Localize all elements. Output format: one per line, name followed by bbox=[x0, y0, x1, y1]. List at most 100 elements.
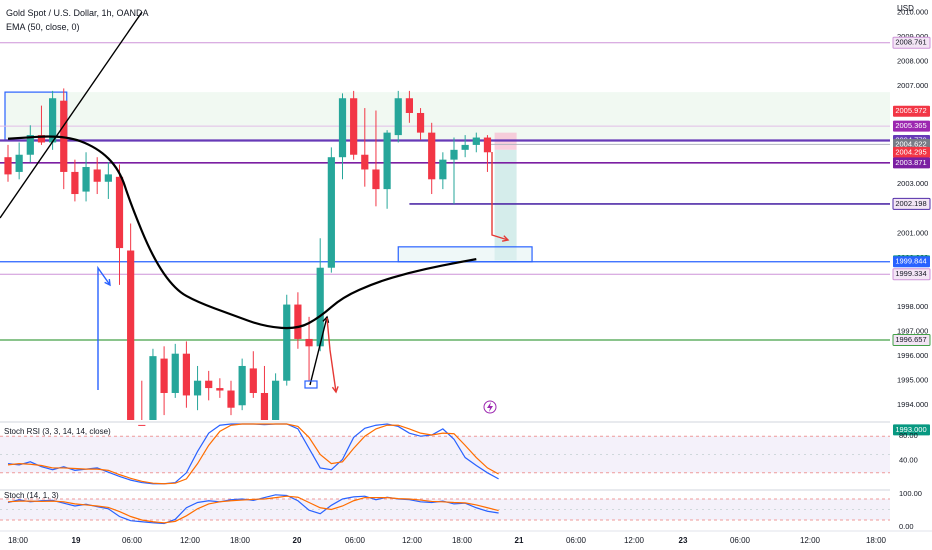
price-tag-text: 2008.761 bbox=[895, 38, 926, 47]
candle-body bbox=[249, 368, 257, 393]
price-tag: 1999.844 bbox=[893, 256, 930, 268]
red-arrow-down-head bbox=[331, 386, 339, 394]
price-tag-text: 1999.844 bbox=[895, 257, 926, 266]
candle bbox=[26, 125, 34, 163]
candle-body bbox=[260, 392, 269, 420]
candle-body bbox=[4, 157, 12, 175]
price-tick: 2008.000 bbox=[897, 56, 928, 65]
indicator-panels bbox=[0, 421, 890, 525]
price-tick: 2007.000 bbox=[897, 81, 928, 90]
candle-body bbox=[350, 98, 358, 155]
price-tag-text: 2004.622 bbox=[895, 139, 926, 148]
candle bbox=[461, 135, 469, 158]
candle-body bbox=[26, 135, 34, 155]
candles bbox=[4, 88, 492, 426]
price-tag-bg bbox=[893, 146, 930, 158]
price-tag-bg bbox=[892, 36, 931, 49]
price-tag-text: 1993.000 bbox=[895, 425, 926, 434]
price-tag: 2003.871 bbox=[893, 157, 930, 169]
candle bbox=[37, 105, 46, 145]
candle-body bbox=[372, 169, 380, 190]
black-arrow-up bbox=[309, 316, 328, 386]
candle bbox=[439, 152, 447, 190]
candle bbox=[216, 378, 224, 398]
time-tick: 12:00 bbox=[800, 536, 821, 545]
candle bbox=[138, 380, 146, 426]
candle bbox=[149, 348, 157, 420]
candle-body bbox=[15, 154, 23, 172]
candle-body bbox=[149, 356, 157, 420]
candle-body bbox=[182, 353, 190, 396]
price-tick: 2001.000 bbox=[897, 228, 928, 237]
red-arrow-target bbox=[491, 152, 509, 241]
candle bbox=[238, 358, 246, 411]
candle bbox=[193, 365, 202, 411]
time-tick: 06:00 bbox=[566, 536, 587, 545]
candle bbox=[127, 223, 135, 420]
candle-body bbox=[439, 159, 447, 180]
candle bbox=[338, 93, 347, 180]
time-tick: 12:00 bbox=[624, 536, 645, 545]
price-tag: 1996.657 bbox=[892, 334, 931, 347]
price-tick: 1998.000 bbox=[897, 302, 928, 311]
candle-body bbox=[82, 167, 90, 192]
candle bbox=[104, 162, 112, 199]
candle-body bbox=[450, 149, 458, 160]
trendline bbox=[0, 11, 143, 219]
candle-body bbox=[71, 171, 79, 195]
background-layer bbox=[4, 91, 890, 263]
candle-body bbox=[405, 98, 413, 113]
price-tag-bg bbox=[893, 105, 930, 117]
blue-arrow-up bbox=[97, 265, 111, 390]
candle-body bbox=[115, 176, 124, 249]
time-tick: 23 bbox=[679, 536, 688, 545]
candle-body bbox=[416, 112, 425, 133]
price-tag: 2005.365 bbox=[893, 120, 930, 132]
stoch-title: Stoch (14, 1, 3) bbox=[4, 491, 59, 500]
candle-body bbox=[316, 267, 324, 347]
price-tag-text: 2004.295 bbox=[895, 147, 926, 156]
candle-body bbox=[383, 132, 391, 190]
price-tag-bg bbox=[893, 424, 930, 436]
price-tag-bg bbox=[892, 197, 931, 210]
candle-body bbox=[171, 353, 179, 393]
red-arrow-down bbox=[326, 317, 337, 393]
red-arrow-target-head bbox=[501, 235, 510, 242]
candle bbox=[82, 152, 90, 202]
candle bbox=[394, 90, 402, 143]
time-tick: 18:00 bbox=[230, 536, 251, 545]
candle-body bbox=[160, 358, 168, 393]
time-tick: 18:00 bbox=[866, 536, 887, 545]
rsi-tick: 40.00 bbox=[899, 456, 918, 465]
supply-zone-fill bbox=[5, 92, 890, 140]
candle-body bbox=[205, 380, 213, 389]
price-tag-bg bbox=[892, 268, 931, 281]
time-tick: 06:00 bbox=[730, 536, 751, 545]
candle bbox=[272, 373, 280, 420]
stoch-rsi-title: Stoch RSI (3, 3, 14, 14, close) bbox=[4, 427, 111, 436]
candle-body bbox=[428, 132, 436, 180]
candle bbox=[93, 157, 101, 195]
candle-body bbox=[394, 98, 402, 136]
price-tag-text: 2005.972 bbox=[895, 106, 926, 115]
price-tick: 1994.000 bbox=[897, 400, 928, 409]
candle bbox=[160, 346, 168, 416]
price-tag-bg bbox=[893, 256, 930, 268]
candle bbox=[316, 238, 324, 352]
price-tick: 2003.000 bbox=[897, 179, 928, 188]
lightning-icon bbox=[487, 402, 493, 412]
candle bbox=[327, 147, 335, 273]
black-arrow-up-head bbox=[322, 315, 330, 323]
symbol-title: Gold Spot / U.S. Dollar, 1h, OANDA bbox=[6, 8, 149, 18]
candle bbox=[483, 135, 492, 172]
stoch-tick: 100.00 bbox=[899, 489, 922, 498]
time-tick: 12:00 bbox=[180, 536, 201, 545]
time-tick: 06:00 bbox=[345, 536, 366, 545]
candle bbox=[4, 144, 12, 182]
candle-body bbox=[461, 144, 469, 150]
candle-body bbox=[37, 135, 46, 143]
drawings bbox=[0, 11, 510, 414]
candle-body bbox=[49, 98, 57, 143]
stoch-rsi-series bbox=[7, 423, 499, 485]
